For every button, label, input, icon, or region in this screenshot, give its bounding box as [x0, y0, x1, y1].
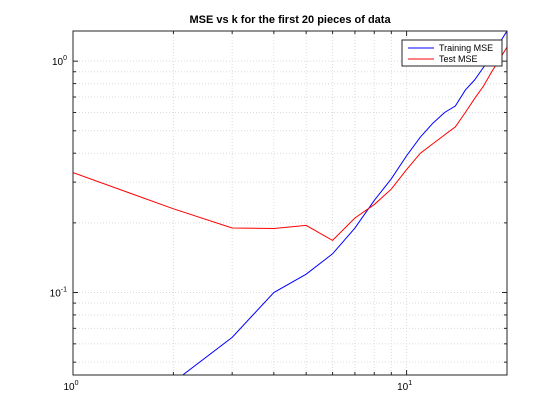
chart-title: MSE vs k for the first 20 pieces of data [189, 14, 391, 26]
legend-box [401, 39, 503, 67]
x-tick-label: 100 [63, 380, 78, 393]
grid-layer [73, 31, 507, 375]
x-tick-label: 101 [397, 380, 412, 393]
y-tick-label: 10-1 [50, 287, 67, 300]
legend-label: Training MSE [439, 43, 493, 53]
series-layer [73, 31, 507, 375]
y-tick-label: 100 [52, 55, 67, 68]
test-mse-line [73, 46, 507, 242]
tick-layer: 100 101 10-1 100 [50, 31, 508, 393]
training-mse-line [181, 31, 507, 375]
plot-frame [72, 30, 508, 376]
legend-label: Test MSE [439, 54, 478, 64]
